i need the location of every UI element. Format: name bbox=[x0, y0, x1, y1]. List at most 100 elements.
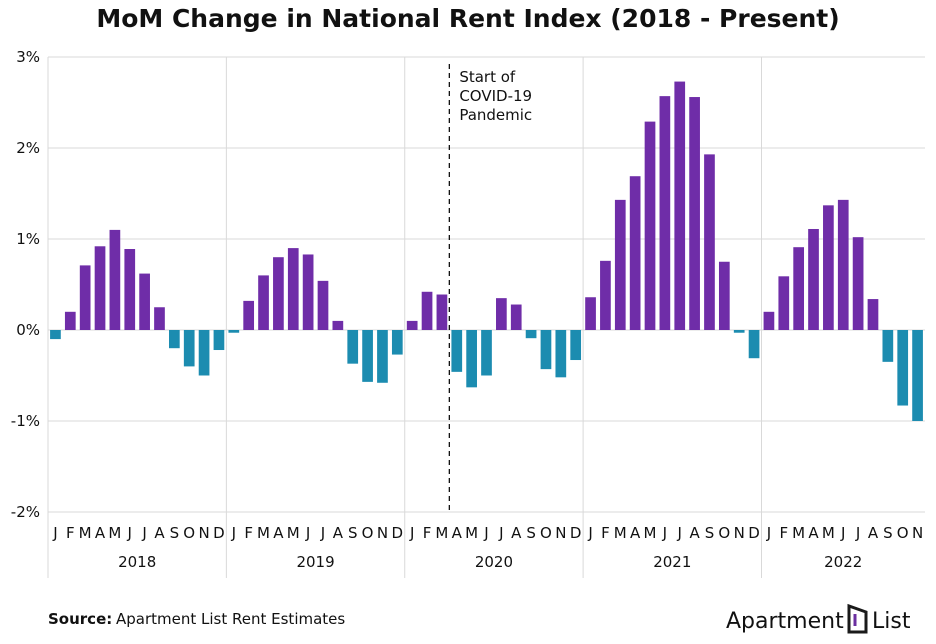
bar bbox=[436, 294, 448, 330]
bar bbox=[79, 265, 91, 330]
year-label: 2020 bbox=[475, 553, 513, 571]
bar bbox=[451, 330, 463, 372]
year-label: 2018 bbox=[118, 553, 156, 571]
annotation-text: Pandemic bbox=[459, 106, 532, 124]
x-tick-label: J bbox=[498, 524, 503, 542]
bar bbox=[882, 330, 894, 362]
x-tick-label: O bbox=[897, 524, 909, 542]
bar bbox=[704, 154, 715, 330]
x-tick-label: J bbox=[483, 524, 488, 542]
bar bbox=[273, 257, 284, 330]
x-tick-label: A bbox=[868, 524, 879, 542]
bar bbox=[362, 330, 373, 382]
bar bbox=[168, 330, 180, 349]
x-tick-label: A bbox=[273, 524, 284, 542]
x-tick-label: J bbox=[231, 524, 236, 542]
x-tick-label: A bbox=[689, 524, 700, 542]
chart-title: MoM Change in National Rent Index (2018 … bbox=[96, 4, 839, 33]
x-tick-label: S bbox=[170, 524, 180, 542]
x-tick-label: J bbox=[677, 524, 682, 542]
x-tick-label: O bbox=[718, 524, 730, 542]
logo-icon bbox=[847, 603, 868, 634]
bar bbox=[808, 228, 819, 330]
y-tick-label: -1% bbox=[11, 412, 40, 430]
bar bbox=[600, 260, 611, 330]
x-tick-label: N bbox=[555, 524, 566, 542]
bar bbox=[570, 330, 582, 361]
bar bbox=[302, 254, 314, 330]
bar bbox=[287, 248, 299, 330]
bar bbox=[718, 261, 730, 330]
annotation-text: COVID-19 bbox=[459, 87, 532, 105]
bar bbox=[124, 249, 136, 330]
bar bbox=[50, 330, 61, 340]
bar bbox=[496, 298, 507, 330]
x-tick-label: J bbox=[305, 524, 310, 542]
y-tick-label: 0% bbox=[16, 321, 40, 339]
bar bbox=[823, 205, 834, 330]
bar bbox=[763, 311, 775, 330]
bar bbox=[585, 297, 596, 330]
bar bbox=[406, 320, 418, 330]
bar bbox=[228, 330, 240, 333]
bar bbox=[109, 229, 121, 330]
bar bbox=[139, 273, 150, 330]
bar bbox=[317, 280, 329, 330]
x-tick-label: M bbox=[257, 524, 270, 542]
x-tick-label: M bbox=[79, 524, 92, 542]
x-tick-label: D bbox=[392, 524, 404, 542]
bar bbox=[614, 199, 626, 330]
x-tick-label: D bbox=[570, 524, 582, 542]
bar bbox=[243, 300, 255, 330]
x-tick-label: D bbox=[748, 524, 760, 542]
x-tick-label: N bbox=[734, 524, 745, 542]
y-tick-label: 2% bbox=[16, 139, 40, 157]
x-tick-label: A bbox=[95, 524, 106, 542]
bar bbox=[213, 330, 225, 351]
bar bbox=[154, 307, 165, 330]
x-tick-label: S bbox=[883, 524, 893, 542]
bar bbox=[198, 330, 210, 376]
y-tick-label: -2% bbox=[11, 503, 40, 521]
x-tick-label: D bbox=[213, 524, 225, 542]
bar bbox=[64, 311, 76, 330]
bar bbox=[689, 97, 700, 330]
x-tick-label: O bbox=[540, 524, 552, 542]
bar bbox=[659, 96, 671, 330]
x-tick-label: A bbox=[333, 524, 344, 542]
x-tick-label: A bbox=[630, 524, 641, 542]
x-tick-label: F bbox=[601, 524, 610, 542]
x-tick-label: J bbox=[662, 524, 667, 542]
x-tick-label: J bbox=[855, 524, 860, 542]
bar bbox=[481, 330, 492, 376]
year-label: 2019 bbox=[296, 553, 334, 571]
bar bbox=[347, 330, 359, 364]
x-tick-label: J bbox=[52, 524, 57, 542]
x-tick-label: O bbox=[362, 524, 374, 542]
bar bbox=[748, 330, 760, 359]
bar bbox=[793, 247, 805, 330]
x-tick-label: A bbox=[154, 524, 165, 542]
bar bbox=[183, 330, 195, 367]
x-tick-label: J bbox=[840, 524, 845, 542]
year-label: 2022 bbox=[824, 553, 862, 571]
bar bbox=[897, 330, 909, 406]
x-tick-label: F bbox=[779, 524, 788, 542]
x-tick-label: F bbox=[423, 524, 432, 542]
logo-text: List bbox=[872, 609, 911, 634]
x-tick-label: J bbox=[766, 524, 771, 542]
year-label: 2021 bbox=[653, 553, 691, 571]
y-tick-label: 3% bbox=[16, 48, 40, 66]
x-tick-label: F bbox=[66, 524, 75, 542]
bar bbox=[391, 330, 403, 355]
bar bbox=[466, 330, 477, 388]
bar bbox=[778, 276, 790, 330]
annotation-text: Start of bbox=[459, 68, 516, 86]
x-tick-label: M bbox=[644, 524, 657, 542]
x-tick-label: O bbox=[183, 524, 195, 542]
x-tick-label: M bbox=[287, 524, 300, 542]
x-tick-label: M bbox=[614, 524, 627, 542]
bar bbox=[94, 246, 106, 330]
bar bbox=[912, 330, 923, 421]
